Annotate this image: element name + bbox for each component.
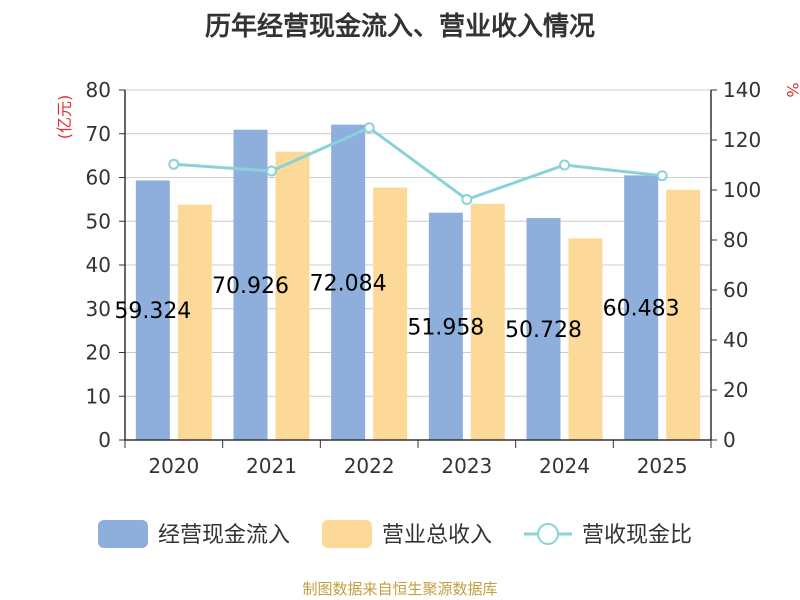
bar-data-label: 60.483 xyxy=(603,297,680,322)
y-left-tick-label: 30 xyxy=(86,297,111,321)
bar-revenue xyxy=(177,204,212,440)
y-left-tick-label: 70 xyxy=(86,122,111,146)
y-right-tick-label: 140 xyxy=(723,78,761,102)
axes: 0 10 20 30 40 50 60 70 80 0 20 40 60 80 100 120 140 (亿元)%… xyxy=(55,78,800,478)
legend-item-0[interactable]: 经营现金流入 xyxy=(98,520,290,548)
ratio-point xyxy=(363,122,375,134)
x-tick-label: 2021 xyxy=(246,454,297,478)
y-right-tick-label: 80 xyxy=(723,228,748,252)
bar-revenue xyxy=(470,203,505,440)
y-left-tick-label: 50 xyxy=(86,209,111,233)
bar-data-label: 72.084 xyxy=(310,271,387,296)
legend-label: 经营现金流入 xyxy=(158,523,290,548)
x-tick-label: 2024 xyxy=(539,454,590,478)
legend-label: 营业总收入 xyxy=(382,523,492,548)
y-left-tick-label: 10 xyxy=(86,384,111,408)
data-labels: 59.324 70.926 72.084 51.958 50.728 60.483 xyxy=(114,271,679,343)
x-tick-label: 2020 xyxy=(148,454,199,478)
ratio-line xyxy=(168,122,668,205)
bars xyxy=(135,124,701,441)
bar-cash-inflow xyxy=(526,218,561,440)
y-right-tick-label: 40 xyxy=(723,328,748,352)
bar-revenue xyxy=(373,187,408,440)
legend-item-1[interactable]: 营业总收入 xyxy=(322,520,492,548)
bar-data-label: 59.324 xyxy=(114,299,191,324)
chart-title: 历年经营现金流入、营业收入情况 xyxy=(204,12,595,42)
bar-cash-inflow xyxy=(428,212,463,440)
x-tick-label: 2023 xyxy=(441,454,492,478)
legend[interactable]: 经营现金流入 营业总收入 营收现金比 xyxy=(98,520,692,548)
legend-marker xyxy=(537,523,559,545)
y-right-unit: % xyxy=(783,82,800,97)
ratio-point xyxy=(168,158,180,170)
bar-cash-inflow xyxy=(331,124,366,440)
bar-cash-inflow xyxy=(624,175,659,440)
legend-swatch xyxy=(322,520,372,548)
x-tick-label: 2025 xyxy=(637,454,688,478)
ratio-point xyxy=(559,159,570,171)
y-left-tick-label: 0 xyxy=(98,428,111,452)
ratio-point xyxy=(461,194,473,205)
ratio-series-line xyxy=(173,126,663,202)
bar-revenue xyxy=(275,151,310,440)
bar-data-label: 70.926 xyxy=(212,274,289,299)
y-left-tick-label: 60 xyxy=(86,166,111,190)
bar-cash-inflow xyxy=(233,129,268,441)
y-right-tick-label: 60 xyxy=(723,278,748,302)
bar-data-label: 51.958 xyxy=(407,315,484,340)
grid xyxy=(125,89,711,397)
ratio-point xyxy=(266,165,277,177)
bar-cash-inflow xyxy=(135,180,170,440)
y-right-tick-label: 100 xyxy=(723,178,761,202)
y-right-tick-label: 0 xyxy=(723,428,736,452)
x-tick-label: 2022 xyxy=(344,454,395,478)
bar-revenue xyxy=(568,238,603,440)
ratio-point xyxy=(656,170,668,182)
bar-revenue xyxy=(666,189,701,440)
y-right-tick-label: 120 xyxy=(723,128,761,152)
legend-label: 营收现金比 xyxy=(582,523,692,548)
source-note: 制图数据来自恒生聚源数据库 xyxy=(302,580,498,598)
y-left-unit: (亿元) xyxy=(55,95,74,140)
legend-item-2[interactable]: 营收现金比 xyxy=(524,523,692,548)
bar-data-label: 50.728 xyxy=(505,318,582,343)
y-right-tick-label: 20 xyxy=(723,378,748,402)
y-left-tick-label: 20 xyxy=(86,341,111,365)
y-left-tick-label: 80 xyxy=(86,78,111,102)
y-left-tick-label: 40 xyxy=(86,253,111,277)
legend-swatch xyxy=(98,520,148,548)
